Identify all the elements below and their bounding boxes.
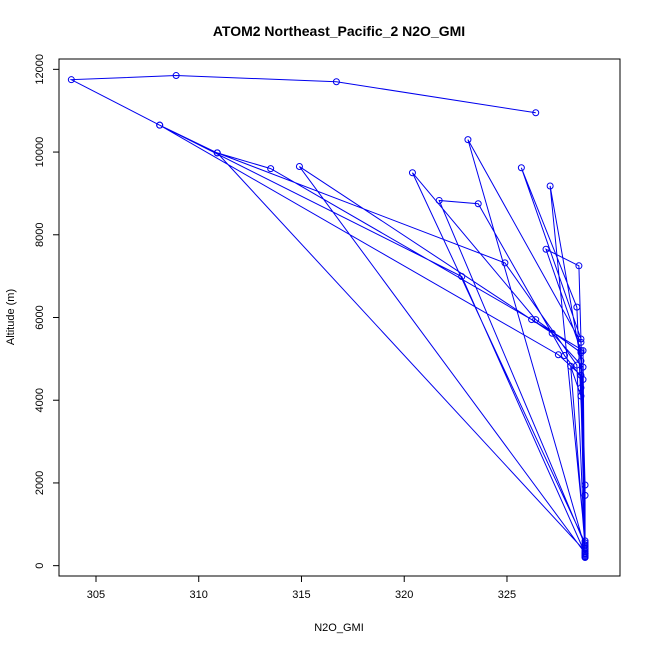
data-point [528,316,536,324]
data-point [332,78,340,86]
data-point [577,338,585,346]
data-point [408,169,416,177]
data-point [532,316,540,324]
data-point [577,392,585,400]
data-point [532,109,540,117]
y-tick-label: 12000 [34,54,46,85]
x-tick-label: 325 [498,589,516,601]
data-point [573,303,581,311]
series-layer [69,75,586,558]
data-point [579,363,587,371]
data-point [577,384,585,392]
data-point [295,163,303,171]
data-point [542,245,550,253]
data-point [581,491,589,499]
data-point [501,259,509,267]
data-point [581,481,589,489]
series-line [69,75,586,558]
data-point [561,352,569,360]
y-tick-label: 6000 [34,305,46,329]
data-point [577,347,585,355]
data-point [577,335,585,343]
x-axis: 305 310 315 320 325 [87,576,516,601]
data-point [581,549,589,557]
data-point [567,362,575,370]
data-point [172,72,180,80]
data-point [67,76,75,84]
y-tick-label: 10000 [34,137,46,168]
data-point [581,539,589,547]
data-point [458,273,466,281]
y-tick-label: 8000 [34,223,46,247]
data-point [581,551,589,559]
data-point [156,121,164,129]
x-tick-label: 315 [292,589,310,601]
data-point [577,349,585,357]
x-axis-label: N2O_GMI [314,622,364,634]
data-point [546,182,554,190]
y-axis-label: Altitude (m) [5,289,17,345]
x-tick-label: 320 [395,589,413,601]
data-point [579,347,587,355]
data-point [464,136,472,144]
x-tick-label: 310 [190,589,208,601]
data-point [577,371,585,379]
y-tick-label: 0 [34,563,46,569]
data-point [575,262,583,270]
data-point [577,357,585,365]
y-axis: 0 2000 4000 6000 8000 10000 12000 [34,54,59,569]
y-tick-label: 4000 [34,388,46,412]
data-point [213,149,221,157]
y-tick-label: 2000 [34,471,46,495]
data-point [548,329,556,337]
data-point [474,200,482,208]
data-point [579,376,587,384]
data-point [581,553,589,561]
chart-title: ATOM2 Northeast_Pacific_2 N2O_GMI [213,23,465,39]
x-tick-label: 305 [87,589,105,601]
data-point [517,164,525,172]
data-point [435,196,443,204]
data-point [267,165,275,173]
points-layer [67,72,589,561]
